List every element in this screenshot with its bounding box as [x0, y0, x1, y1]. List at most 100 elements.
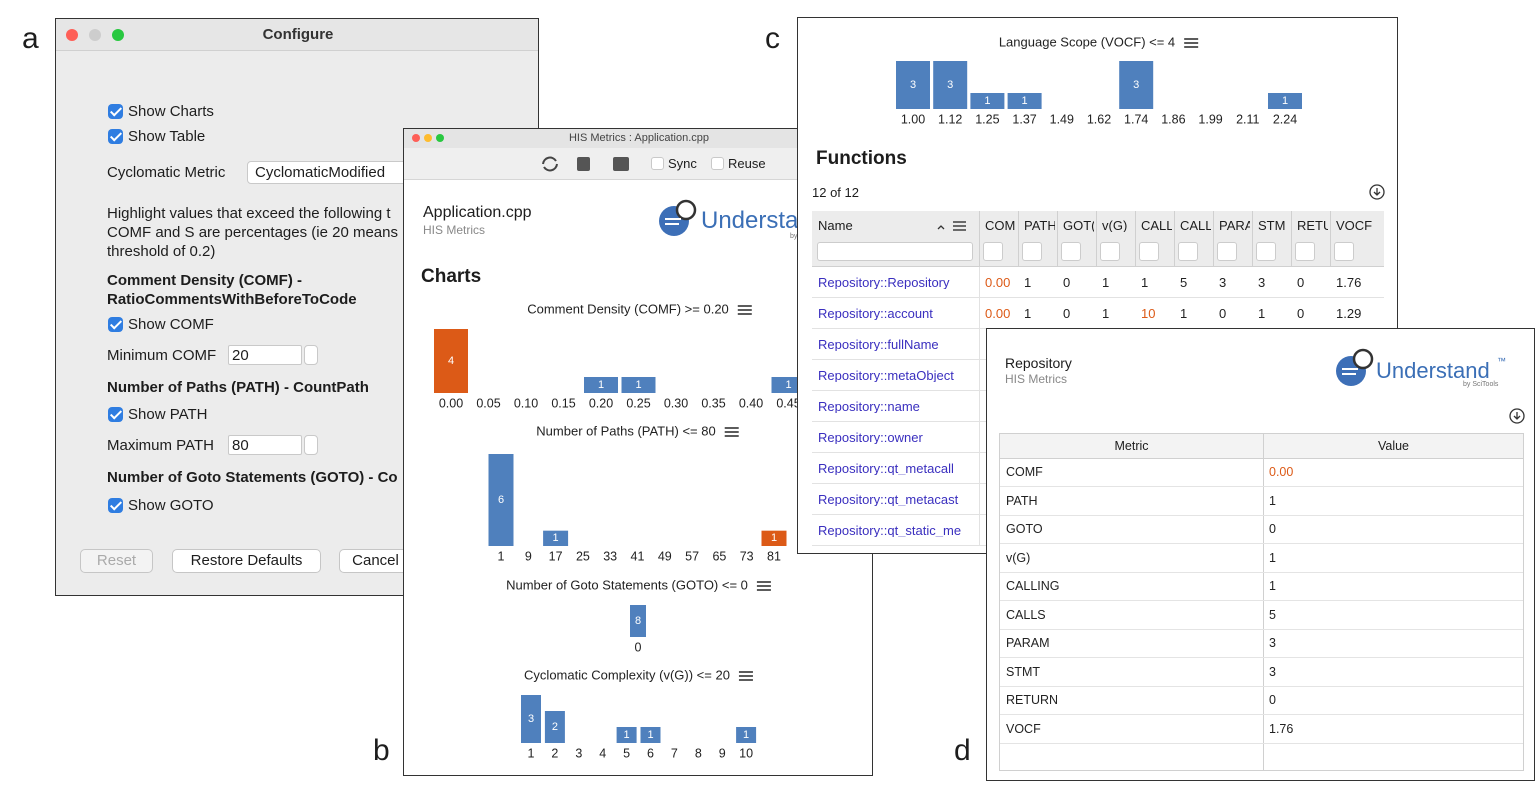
function-name[interactable]: Repository::qt_metacall	[818, 462, 954, 475]
column-divider	[1252, 211, 1253, 266]
x-tick-label: 33	[603, 549, 617, 563]
bar-label: 4	[448, 355, 454, 367]
metric-cell: 10	[1141, 307, 1156, 320]
filter-sort[interactable]	[1022, 242, 1042, 261]
filter-sort[interactable]	[1139, 242, 1159, 261]
title-bar	[56, 19, 538, 51]
function-name[interactable]: Repository::metaObject	[818, 369, 954, 382]
x-tick-label: 1	[528, 746, 535, 760]
x-tick-label: 10	[739, 746, 753, 760]
checkbox[interactable]	[108, 317, 123, 332]
column-divider	[1096, 211, 1097, 266]
x-tick-label: 25	[576, 549, 590, 563]
chart-title: Comment Density (COMF) >= 0.20	[527, 301, 729, 316]
row-divider	[1000, 486, 1523, 487]
row-divider	[812, 297, 1384, 298]
x-tick-label: 0.40	[739, 396, 763, 410]
download-icon[interactable]	[1369, 184, 1385, 200]
filter-sort[interactable]	[1256, 242, 1276, 261]
x-tick-label: 0.25	[626, 396, 650, 410]
metric-name: v(G)	[1006, 550, 1031, 565]
description: Highlight values that exceed the followi…	[107, 205, 391, 222]
x-tick-label: 2.24	[1273, 112, 1297, 126]
refresh-icon[interactable]	[542, 156, 558, 172]
minimize-button[interactable]	[424, 134, 432, 142]
bar-label: 3	[528, 713, 534, 725]
row-divider	[1000, 714, 1523, 715]
filter-sort[interactable]	[983, 242, 1003, 261]
x-tick-label: 9	[719, 746, 726, 760]
row-divider	[979, 298, 980, 329]
function-name[interactable]: Repository::qt_static_me	[818, 524, 962, 537]
reset-button[interactable]: Reset	[80, 549, 153, 573]
bar	[488, 454, 514, 546]
download-icon[interactable]	[1509, 408, 1525, 424]
checkbox[interactable]	[711, 157, 724, 170]
x-tick-label: 0.05	[476, 396, 500, 410]
metric-cell: 3	[1258, 276, 1266, 289]
filter-sort[interactable]	[1061, 242, 1081, 261]
checkbox[interactable]	[108, 104, 123, 119]
function-name[interactable]: Repository::Repository	[818, 276, 950, 289]
function-name[interactable]: Repository::fullName	[818, 338, 939, 351]
bar-label: 1	[743, 729, 749, 741]
metric-cell: 0	[1063, 307, 1071, 320]
checkbox-label: Show GOTO	[128, 497, 214, 514]
select-value: CyclomaticModified	[255, 164, 386, 181]
column-header: STM	[1258, 219, 1286, 232]
checkbox[interactable]	[651, 157, 664, 170]
section-heading: Functions	[816, 148, 907, 169]
column-header: Metric	[1114, 439, 1149, 453]
filter-sort[interactable]	[1178, 242, 1198, 261]
x-tick-label: 0.45	[776, 396, 800, 410]
filter-sort[interactable]	[1334, 242, 1354, 261]
column-header: PARA	[1219, 219, 1250, 232]
bar	[761, 530, 787, 546]
terminal-icon[interactable]	[613, 157, 629, 171]
bar-label: 1	[635, 379, 641, 391]
filter-input[interactable]	[817, 242, 973, 261]
save-icon[interactable]	[577, 157, 590, 171]
x-tick-label: 4	[599, 746, 606, 760]
bar	[970, 93, 1005, 109]
checkbox[interactable]	[108, 498, 123, 513]
close-button[interactable]	[66, 29, 78, 41]
restore-defaults-button[interactable]: Restore Defaults	[172, 549, 321, 573]
metric-value: 0.00	[1269, 465, 1294, 479]
checkbox[interactable]	[108, 407, 123, 422]
entity-name: Repository	[1005, 355, 1072, 371]
toolbar-label: Sync	[668, 156, 697, 171]
number-input[interactable]	[228, 345, 302, 365]
column-header: CALL	[1180, 219, 1211, 232]
metric-value: 1.76	[1269, 721, 1294, 736]
function-name[interactable]: Repository::name	[818, 400, 920, 413]
function-name[interactable]: Repository::qt_metacast	[818, 493, 959, 506]
checkbox[interactable]	[108, 129, 123, 144]
row-divider	[1000, 657, 1523, 658]
zoom-button[interactable]	[112, 29, 124, 41]
metric-value: 3	[1269, 664, 1276, 679]
x-tick-label: 57	[685, 549, 699, 563]
filter-sort[interactable]	[1217, 242, 1237, 261]
minimize-button[interactable]	[89, 29, 101, 41]
bar-label: 1	[598, 379, 604, 391]
column-header: Name	[818, 219, 853, 232]
row-divider	[1000, 543, 1523, 544]
stepper[interactable]	[304, 345, 318, 365]
function-name[interactable]: Repository::owner	[818, 431, 923, 444]
row-divider	[979, 515, 980, 546]
number-input[interactable]	[228, 435, 302, 455]
filter-sort[interactable]	[1295, 242, 1315, 261]
cancel-button[interactable]: Cancel	[339, 549, 412, 573]
bar-label: 1	[1022, 95, 1028, 107]
close-button[interactable]	[412, 134, 420, 142]
filter-sort[interactable]	[1100, 242, 1120, 261]
metric-name: CALLS	[1006, 607, 1046, 622]
column-divider	[1057, 211, 1058, 266]
x-tick-label: 1.00	[901, 112, 925, 126]
function-name[interactable]: Repository::account	[818, 307, 933, 320]
zoom-button[interactable]	[436, 134, 444, 142]
stepper[interactable]	[304, 435, 318, 455]
x-tick-label: 0	[635, 640, 642, 654]
metric-cell: 0	[1297, 276, 1305, 289]
